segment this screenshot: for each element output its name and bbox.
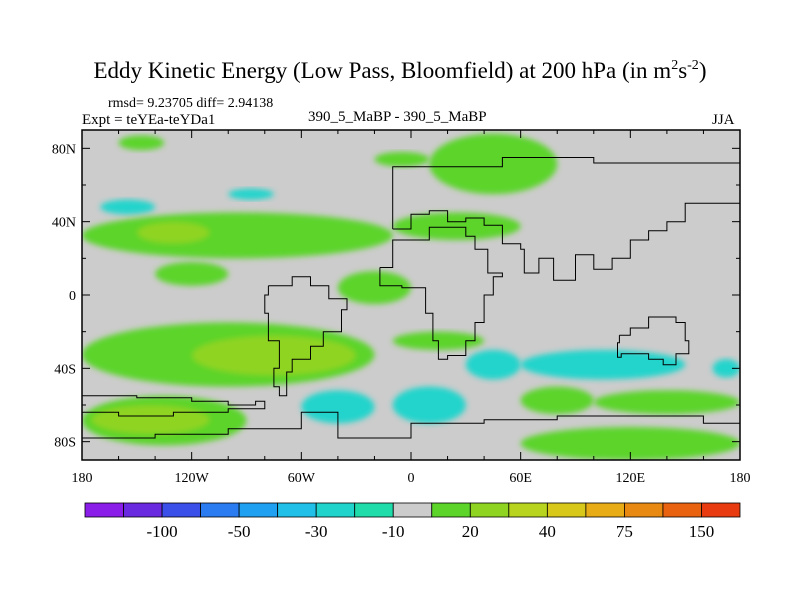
colorbar-box-7	[354, 502, 394, 518]
y-tick-label-3: 40S	[54, 362, 76, 377]
field-region-17	[520, 350, 686, 380]
coastline-south-america	[264, 276, 348, 397]
y-tick-label-4: 80S	[54, 436, 76, 451]
colorbar-box-6	[315, 502, 356, 518]
field-region-2	[429, 133, 558, 195]
field-region-9	[337, 271, 412, 305]
colorbar-box-16	[701, 502, 741, 518]
field-region-3	[100, 199, 156, 215]
field-region-16	[465, 350, 521, 380]
field-region-11	[191, 335, 357, 376]
field-region-22	[712, 359, 740, 378]
y-tick-label-2: 0	[69, 289, 76, 304]
coastline-north-america	[82, 395, 266, 417]
title-mid: s	[678, 58, 688, 83]
x-tick-label-3: 0	[408, 471, 415, 486]
coastlines	[82, 157, 740, 439]
x-axis: 180 120W 60W 0 60E 120E 180	[72, 130, 751, 486]
colorbar-box-4	[238, 502, 279, 518]
coastline-antarctica	[82, 411, 740, 439]
field-region-21	[520, 427, 740, 460]
colorbar-box-3	[200, 502, 240, 518]
field-region-20	[593, 390, 740, 415]
colorbar-box-0	[84, 502, 124, 518]
x-tick-label-0: 180	[72, 471, 93, 486]
y-tick-label-0: 80N	[52, 142, 76, 157]
x-tick-label-2: 60W	[288, 471, 316, 486]
stats-label: rmsd= 9.23705 diff= 2.94138	[108, 96, 274, 111]
colorbar-label-6: 75	[616, 522, 633, 541]
colorbar-label-2: -30	[305, 522, 328, 541]
colorbar-box-12	[546, 502, 587, 518]
y-tick-label-1: 40N	[52, 216, 76, 231]
colorbar-label-3: -10	[382, 522, 405, 541]
y-axis: 80N 40N 0 40S 80S	[52, 142, 740, 451]
colorbar-box-5	[277, 502, 317, 518]
x-tick-label-6: 180	[730, 471, 751, 486]
title-sup-2: -2	[687, 58, 699, 73]
colorbar-box-2	[161, 502, 201, 518]
colorbar-box-9	[431, 502, 471, 518]
colorbar-box-11	[508, 502, 548, 518]
x-tick-label-1: 120W	[175, 471, 210, 486]
colorbar-label-1: -50	[228, 522, 251, 541]
coastline-eurasia	[392, 157, 740, 281]
chart-title: Eddy Kinetic Energy (Low Pass, Bloomfiel…	[0, 58, 800, 84]
colorbar-label-5: 40	[539, 522, 556, 541]
field-region-14	[301, 390, 375, 424]
colorbar-box-10	[469, 502, 510, 518]
field-region-15	[392, 386, 466, 424]
field-region-4	[228, 188, 274, 200]
left-label: Expt = teYEa-teYDa1	[82, 112, 216, 128]
field-region-5	[82, 212, 393, 259]
colorbar-label-4: 20	[462, 522, 479, 541]
field-region-13	[91, 405, 210, 435]
colorbar-box-1	[123, 502, 163, 518]
colorbar-box-15	[662, 502, 702, 518]
center-label: 390_5_MaBP - 390_5_MaBP	[308, 109, 487, 125]
right-label: JJA	[712, 112, 735, 128]
field-region-7	[392, 212, 521, 240]
colorbar-box-8	[392, 502, 433, 518]
colorbar-label-7: 150	[689, 522, 715, 541]
field-region-8	[155, 262, 229, 286]
title-main: Eddy Kinetic Energy (Low Pass, Bloomfiel…	[93, 58, 672, 83]
title-end: )	[698, 58, 707, 83]
colorbar-box-14	[624, 502, 664, 518]
field-region-19	[520, 386, 594, 415]
colorbar-box-13	[585, 502, 625, 518]
coastline-australia	[617, 316, 690, 366]
field-region-6	[136, 221, 210, 244]
coastline-africa	[379, 226, 503, 360]
x-tick-label-4: 60E	[509, 471, 532, 486]
colorbar-label-0: -100	[146, 522, 177, 541]
x-tick-label-5: 120E	[616, 471, 646, 486]
field-region-1	[374, 152, 430, 167]
title-sup-1: 2	[671, 58, 679, 73]
colorbar: -100 -50 -30 -10 20 40 75 150	[84, 502, 741, 541]
field-region-0	[118, 135, 165, 151]
field-regions	[82, 133, 740, 460]
